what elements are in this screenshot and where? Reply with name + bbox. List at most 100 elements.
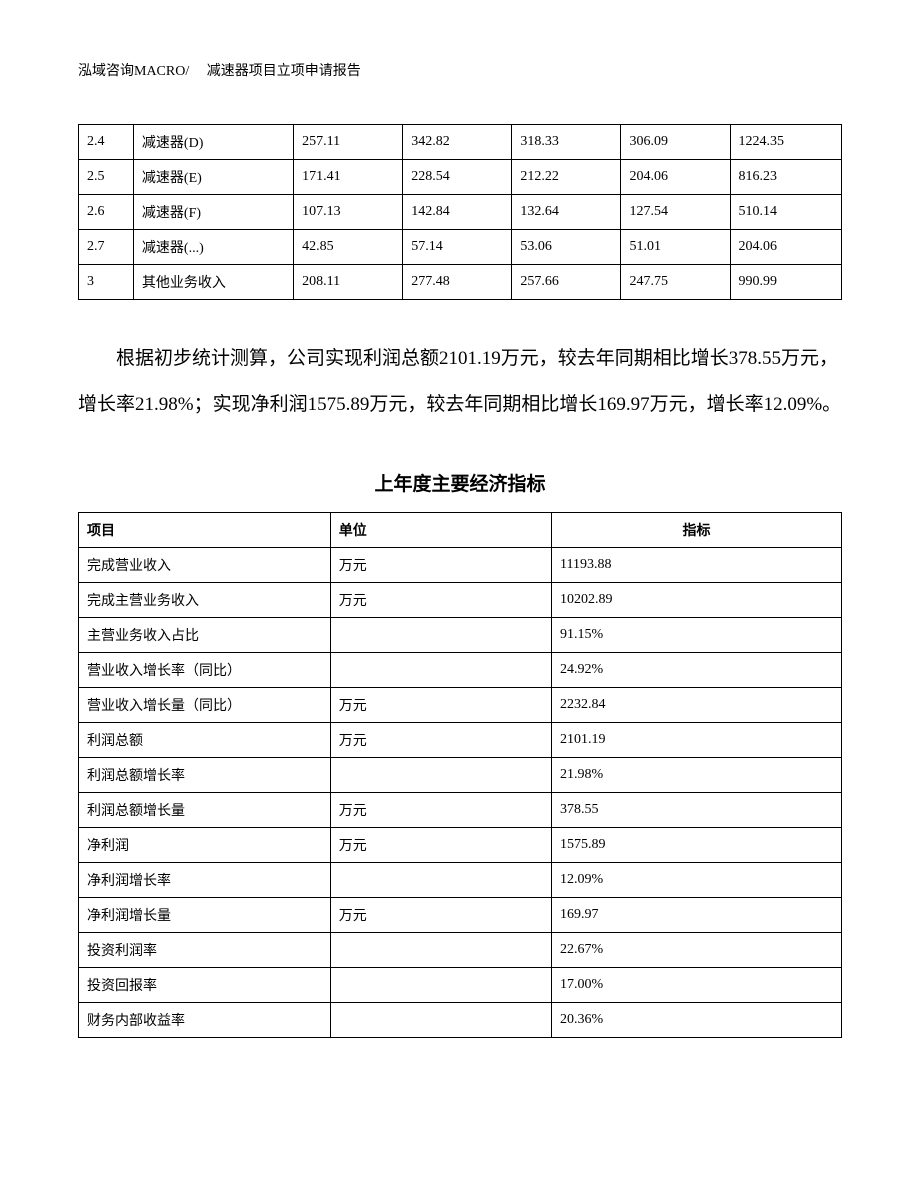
cell: 318.33 (512, 125, 621, 160)
cell: 132.64 (512, 195, 621, 230)
cell: 306.09 (621, 125, 730, 160)
cell: 2101.19 (552, 723, 842, 758)
table-header-row: 项目 单位 指标 (79, 513, 842, 548)
cell: 57.14 (403, 230, 512, 265)
cell: 169.97 (552, 898, 842, 933)
cell: 12.09% (552, 863, 842, 898)
cell: 营业收入增长率（同比） (79, 653, 331, 688)
cell: 208.11 (294, 265, 403, 300)
cell (330, 933, 551, 968)
cell: 22.67% (552, 933, 842, 968)
table-row: 2.7 减速器(...) 42.85 57.14 53.06 51.01 204… (79, 230, 842, 265)
cell: 净利润增长量 (79, 898, 331, 933)
cell: 万元 (330, 793, 551, 828)
cell: 11193.88 (552, 548, 842, 583)
cell: 257.11 (294, 125, 403, 160)
cell: 减速器(D) (133, 125, 293, 160)
cell: 990.99 (730, 265, 841, 300)
cell: 万元 (330, 548, 551, 583)
cell: 1224.35 (730, 125, 841, 160)
cell: 257.66 (512, 265, 621, 300)
cell: 投资利润率 (79, 933, 331, 968)
cell: 127.54 (621, 195, 730, 230)
cell: 利润总额 (79, 723, 331, 758)
table-row: 净利润增长率 12.09% (79, 863, 842, 898)
header-cell: 指标 (552, 513, 842, 548)
cell: 完成营业收入 (79, 548, 331, 583)
page-header: 泓域咨询MACRO/ 减速器项目立项申请报告 (78, 60, 842, 80)
cell: 净利润 (79, 828, 331, 863)
cell: 财务内部收益率 (79, 1003, 331, 1038)
table-row: 财务内部收益率 20.36% (79, 1003, 842, 1038)
cell: 万元 (330, 723, 551, 758)
table-row: 投资回报率 17.00% (79, 968, 842, 1003)
cell: 204.06 (621, 160, 730, 195)
cell: 万元 (330, 828, 551, 863)
cell: 投资回报率 (79, 968, 331, 1003)
header-cell: 单位 (330, 513, 551, 548)
cell: 10202.89 (552, 583, 842, 618)
cell (330, 1003, 551, 1038)
table-row: 净利润增长量 万元 169.97 (79, 898, 842, 933)
cell: 其他业务收入 (133, 265, 293, 300)
table-row: 净利润 万元 1575.89 (79, 828, 842, 863)
section-title: 上年度主要经济指标 (78, 469, 842, 496)
table-row: 完成营业收入 万元 11193.88 (79, 548, 842, 583)
cell: 378.55 (552, 793, 842, 828)
table-row: 利润总额增长率 21.98% (79, 758, 842, 793)
cell: 228.54 (403, 160, 512, 195)
table-row: 营业收入增长量（同比） 万元 2232.84 (79, 688, 842, 723)
table-row: 2.5 减速器(E) 171.41 228.54 212.22 204.06 8… (79, 160, 842, 195)
cell: 营业收入增长量（同比） (79, 688, 331, 723)
table-row: 投资利润率 22.67% (79, 933, 842, 968)
cell: 1575.89 (552, 828, 842, 863)
table-row: 2.4 减速器(D) 257.11 342.82 318.33 306.09 1… (79, 125, 842, 160)
cell: 万元 (330, 583, 551, 618)
economic-indicators-table: 项目 单位 指标 完成营业收入 万元 11193.88 完成主营业务收入 万元 … (78, 512, 842, 1038)
cell: 42.85 (294, 230, 403, 265)
cell: 利润总额增长率 (79, 758, 331, 793)
cell: 342.82 (403, 125, 512, 160)
cell: 20.36% (552, 1003, 842, 1038)
header-cell: 项目 (79, 513, 331, 548)
cell: 53.06 (512, 230, 621, 265)
cell: 107.13 (294, 195, 403, 230)
cell: 21.98% (552, 758, 842, 793)
cell (330, 968, 551, 1003)
cell: 510.14 (730, 195, 841, 230)
cell: 2.5 (79, 160, 134, 195)
cell: 171.41 (294, 160, 403, 195)
cell (330, 653, 551, 688)
cell: 3 (79, 265, 134, 300)
cell: 减速器(E) (133, 160, 293, 195)
table-row: 完成主营业务收入 万元 10202.89 (79, 583, 842, 618)
summary-paragraph: 根据初步统计测算，公司实现利润总额2101.19万元，较去年同期相比增长378.… (78, 336, 842, 427)
table1-body: 2.4 减速器(D) 257.11 342.82 318.33 306.09 1… (79, 125, 842, 300)
table-row: 利润总额 万元 2101.19 (79, 723, 842, 758)
cell: 2.4 (79, 125, 134, 160)
cell: 净利润增长率 (79, 863, 331, 898)
cell: 816.23 (730, 160, 841, 195)
cell: 减速器(F) (133, 195, 293, 230)
cell: 91.15% (552, 618, 842, 653)
cell: 减速器(...) (133, 230, 293, 265)
cell: 利润总额增长量 (79, 793, 331, 828)
cell: 247.75 (621, 265, 730, 300)
table-row: 主营业务收入占比 91.15% (79, 618, 842, 653)
table-row: 营业收入增长率（同比） 24.92% (79, 653, 842, 688)
cell: 万元 (330, 688, 551, 723)
cell: 2232.84 (552, 688, 842, 723)
cell (330, 758, 551, 793)
table-row: 2.6 减速器(F) 107.13 142.84 132.64 127.54 5… (79, 195, 842, 230)
cell (330, 863, 551, 898)
cell: 万元 (330, 898, 551, 933)
cell: 142.84 (403, 195, 512, 230)
cell: 204.06 (730, 230, 841, 265)
table-row: 利润总额增长量 万元 378.55 (79, 793, 842, 828)
cell: 2.7 (79, 230, 134, 265)
table-row: 3 其他业务收入 208.11 277.48 257.66 247.75 990… (79, 265, 842, 300)
cell: 212.22 (512, 160, 621, 195)
cell: 24.92% (552, 653, 842, 688)
cell: 2.6 (79, 195, 134, 230)
product-revenue-table: 2.4 减速器(D) 257.11 342.82 318.33 306.09 1… (78, 124, 842, 300)
